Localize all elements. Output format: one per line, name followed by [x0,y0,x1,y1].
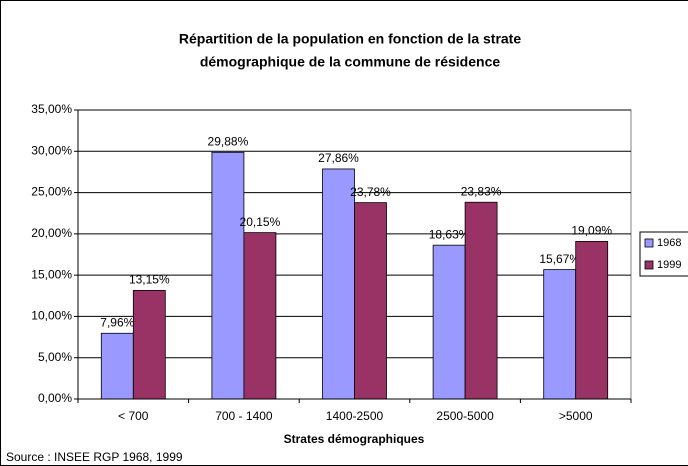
x-tick-label: 2500-5000 [436,409,494,423]
y-tick-label: 35,00% [31,102,72,116]
data-label: 27,86% [318,151,359,165]
data-label: 18,63% [429,227,470,241]
bar [322,168,355,400]
x-axis-title: Strates démographiques [284,432,425,446]
data-label: 7,96% [100,315,134,329]
data-label: 23,78% [350,185,391,199]
x-tick-label: 1400-2500 [326,409,384,423]
source: Source : INSEE RGP 1968, 1999 [6,450,183,464]
data-label: 29,88% [208,134,249,148]
y-tick-label: 30,00% [31,143,72,157]
bar [575,240,609,400]
y-tick-label: 10,00% [31,309,72,323]
legend-swatch [644,238,654,248]
bar [243,232,277,400]
data-label: 15,67% [539,252,580,266]
data-label: 13,15% [129,273,170,287]
legend-label: 1999 [657,259,681,271]
legend-label: 1968 [657,237,681,249]
data-label: 23,83% [461,184,502,198]
y-tick-label: 20,00% [31,226,72,240]
bar [464,201,498,400]
bar [354,202,387,400]
y-tick-label: 15,00% [31,267,72,281]
data-label: 19,09% [571,224,612,238]
x-tick-label: 700 - 1400 [215,409,273,423]
y-tick-label: 25,00% [31,185,72,199]
x-tick-label: >5000 [559,409,593,423]
x-tick-label: < 700 [118,409,149,423]
bar [132,290,166,400]
chart-title: démographique de la commune de résidence [200,54,501,70]
bar [100,332,134,400]
legend-swatch [644,260,654,270]
bar [211,151,245,400]
data-label: 20,15% [240,215,281,229]
bar [543,269,577,400]
bar [432,244,466,400]
y-tick-label: 0,00% [38,391,72,405]
y-tick-label: 5,00% [38,350,72,364]
chart-title: Répartition de la population en fonction… [179,31,521,47]
